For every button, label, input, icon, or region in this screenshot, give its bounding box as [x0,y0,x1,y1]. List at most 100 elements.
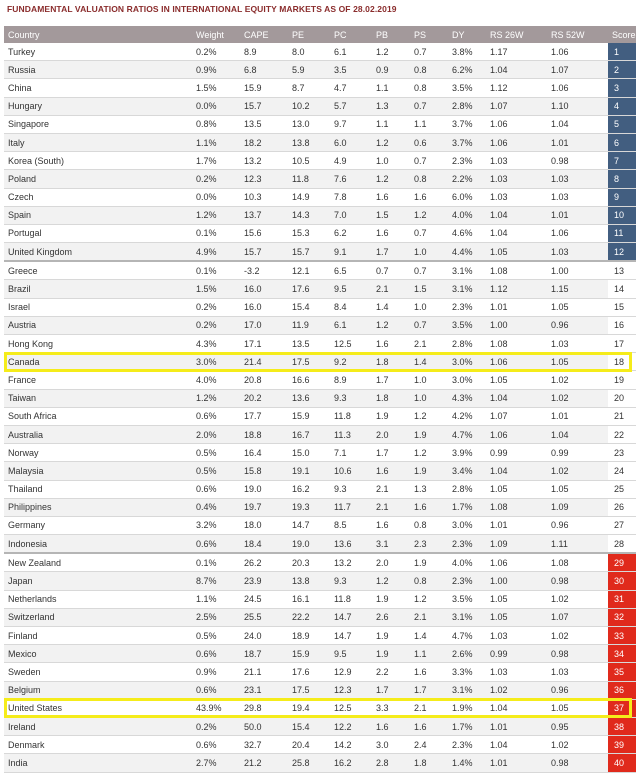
cell-score: 1 [608,43,636,62]
cell-country: Finland [4,626,192,646]
cell-country: Australia [4,425,192,445]
cell-country: Germany [4,516,192,536]
cell-pc: 11.8 [330,590,372,609]
cell-rs26w: 1.08 [486,498,547,517]
cell-pb: 1.8 [372,352,410,372]
cell-weight: 0.2% [192,298,240,317]
table-row: Portugal 0.1% 15.6 15.3 6.2 1.6 0.7 4.6% 1.04 1.0… [4,224,636,244]
cell-dy: 3.9% [448,443,486,463]
cell-cape: 21.1 [240,662,288,682]
cell-rs26w: 1.01 [486,717,547,737]
cell-score: 12 [608,242,636,262]
cell-country: South Africa [4,407,192,426]
cell-rs26w: 1.04 [486,461,547,481]
valuation-table: Country Weight CAPE PE PC PB PS DY RS 26… [4,26,636,773]
table-row: Indonesia 0.6% 18.4 19.0 13.6 3.1 2.3 2.3% 1.09 1… [4,534,636,554]
cell-rs52w: 0.96 [547,681,608,700]
cell-score: 11 [608,224,636,244]
cell-dy: 2.8% [448,480,486,499]
cell-weight: 0.6% [192,735,240,755]
cell-country: Sweden [4,662,192,682]
cell-score: 24 [608,461,636,481]
cell-weight: 0.5% [192,443,240,463]
cell-cape: 13.5 [240,115,288,134]
cell-rs26w: 1.17 [486,43,547,62]
cell-ps: 0.7 [410,260,448,281]
cell-pc: 9.5 [330,644,372,664]
cell-pc: 12.2 [330,717,372,737]
cell-pc: 12.5 [330,699,372,718]
cell-cape: 10.3 [240,188,288,207]
cell-rs26w: 1.08 [486,260,547,281]
cell-ps: 1.2 [410,443,448,463]
cell-pe: 10.5 [288,151,330,171]
cell-dy: 3.5% [448,78,486,98]
cell-country: Ireland [4,717,192,737]
cell-weight: 0.6% [192,644,240,664]
cell-ps: 0.8 [410,516,448,536]
cell-rs26w: 1.07 [486,407,547,426]
cell-ps: 0.7 [410,316,448,336]
cell-weight: 4.3% [192,334,240,354]
col-country: Country [4,26,192,43]
table-title: FUNDAMENTAL VALUATION RATIOS IN INTERNAT… [7,4,397,14]
cell-rs26w: 1.05 [486,590,547,609]
cell-score: 7 [608,151,636,171]
table-row: Canada 3.0% 21.4 17.5 9.2 1.8 1.4 3.0% 1.06 1.05 1… [4,352,636,372]
col-pe: PE [288,26,330,43]
cell-dy: 3.0% [448,352,486,372]
cell-country: Norway [4,443,192,463]
cell-country: Korea (South) [4,151,192,171]
cell-cape: 23.9 [240,571,288,591]
cell-weight: 0.0% [192,97,240,116]
cell-pe: 10.2 [288,97,330,116]
cell-pe: 13.8 [288,133,330,153]
table-row: Malaysia 0.5% 15.8 19.1 10.6 1.6 1.9 3.4% 1.04 1.… [4,461,636,481]
cell-pe: 16.7 [288,425,330,445]
cell-rs52w: 1.05 [547,699,608,718]
cell-pc: 8.5 [330,516,372,536]
cell-weight: 0.2% [192,717,240,737]
cell-rs26w: 1.06 [486,115,547,134]
cell-pe: 17.6 [288,662,330,682]
cell-rs52w: 0.98 [547,753,608,773]
cell-score: 17 [608,334,636,354]
cell-weight: 1.1% [192,133,240,153]
cell-pe: 15.9 [288,407,330,426]
cell-rs52w: 1.01 [547,206,608,225]
cell-pe: 16.1 [288,590,330,609]
cell-dy: 2.3% [448,534,486,554]
cell-rs26w: 1.04 [486,60,547,80]
table-row: Philippines 0.4% 19.7 19.3 11.7 2.1 1.6 1.7% 1.0… [4,498,636,517]
cell-pc: 13.6 [330,534,372,554]
cell-dy: 3.0% [448,516,486,536]
cell-dy: 2.3% [448,298,486,317]
cell-pb: 1.2 [372,169,410,189]
table-row: India 2.7% 21.2 25.8 16.2 2.8 1.8 1.4% 1.01 0.98 4… [4,753,636,773]
cell-dy: 6.0% [448,188,486,207]
col-ps: PS [410,26,448,43]
cell-rs52w: 1.06 [547,43,608,62]
cell-pe: 13.0 [288,115,330,134]
cell-weight: 0.2% [192,169,240,189]
cell-rs52w: 1.05 [547,298,608,317]
cell-pe: 22.2 [288,608,330,628]
cell-rs52w: 1.02 [547,735,608,755]
cell-weight: 0.2% [192,316,240,336]
cell-cape: 23.1 [240,681,288,700]
cell-pb: 0.9 [372,60,410,80]
cell-dy: 3.1% [448,608,486,628]
cell-pc: 7.0 [330,206,372,225]
cell-ps: 0.7 [410,224,448,244]
table-row: United Kingdom 4.9% 15.7 15.7 9.1 1.7 1.0 4.4% 1… [4,242,636,262]
cell-cape: 25.5 [240,608,288,628]
cell-pe: 15.4 [288,298,330,317]
col-cape: CAPE [240,26,288,43]
cell-pb: 1.6 [372,717,410,737]
cell-rs26w: 1.02 [486,681,547,700]
cell-weight: 2.0% [192,425,240,445]
cell-rs26w: 1.12 [486,279,547,299]
cell-rs26w: 1.03 [486,151,547,171]
cell-rs52w: 0.98 [547,151,608,171]
cell-weight: 3.2% [192,516,240,536]
